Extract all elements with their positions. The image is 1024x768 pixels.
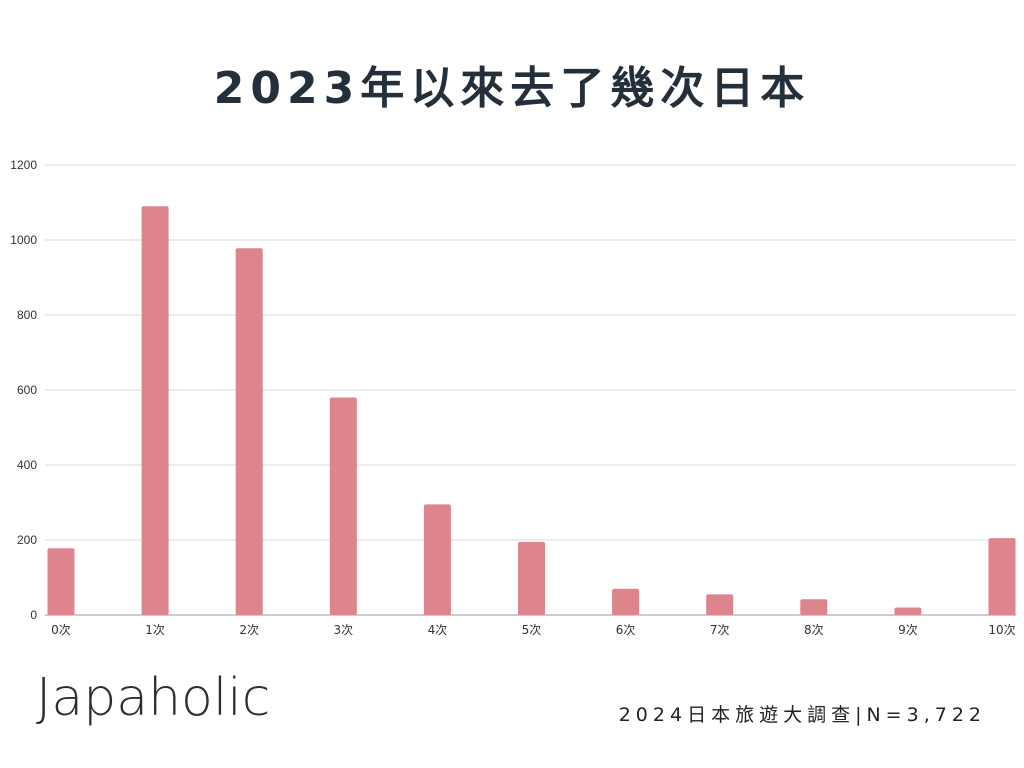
bar <box>47 548 75 615</box>
bars <box>47 206 1016 615</box>
y-tick-label: 1200 <box>10 158 37 172</box>
x-tick-label: 7次 <box>710 623 730 637</box>
bar <box>235 248 263 615</box>
survey-footnote: 2024日本旅遊大調查|N=3,722 <box>618 704 986 726</box>
y-tick-label: 0 <box>30 608 37 622</box>
x-tick-label: 0次 <box>51 623 71 637</box>
chart-title: 2023年以來去了幾次日本 <box>213 63 811 114</box>
bar <box>612 588 640 615</box>
y-tick-label: 800 <box>17 308 37 322</box>
bar <box>518 541 545 615</box>
y-tick-label: 600 <box>17 383 37 397</box>
x-tick-label: 3次 <box>333 623 353 637</box>
y-tick-label: 400 <box>17 458 37 472</box>
brand-logo: Japaholic <box>36 668 271 728</box>
x-tick-label: 4次 <box>428 623 448 637</box>
x-tick-label: 10次 <box>988 623 1015 637</box>
bar <box>894 607 922 615</box>
bar <box>706 594 734 615</box>
y-tick-label: 1000 <box>10 233 37 247</box>
bar <box>141 206 169 615</box>
y-tick-label: 200 <box>17 533 37 547</box>
x-tick-label: 5次 <box>522 623 542 637</box>
bar <box>329 397 357 615</box>
x-tick-label: 6次 <box>616 623 636 637</box>
bar <box>423 504 451 615</box>
x-tick-label: 2次 <box>239 623 259 637</box>
x-tick-label: 8次 <box>804 623 824 637</box>
y-axis-ticks: 0 200 400 600 800 1000 1200 <box>10 158 37 622</box>
gridlines <box>45 164 1016 616</box>
bar <box>800 599 828 615</box>
x-axis-ticks: 0次 1次 2次 3次 4次 5次 6次 7次 8次 9次 10次 <box>51 623 1015 637</box>
x-tick-label: 9次 <box>898 623 918 637</box>
x-tick-label: 1次 <box>145 623 165 637</box>
bar <box>988 538 1016 615</box>
